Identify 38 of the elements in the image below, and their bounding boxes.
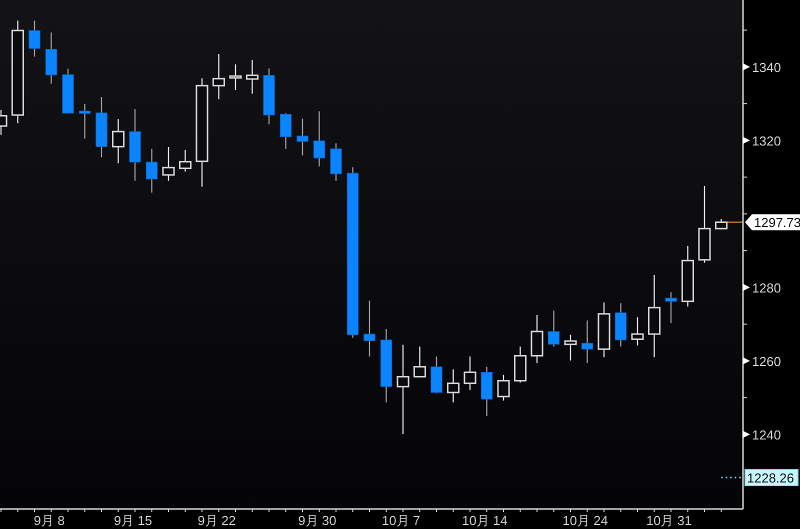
candlestick bbox=[112, 118, 125, 164]
y-tick-label: 1280 bbox=[752, 280, 781, 296]
x-tick-label: 10月 31 bbox=[646, 513, 692, 528]
y-tick-label: 1320 bbox=[752, 133, 781, 148]
candlestick bbox=[364, 300, 376, 358]
x-tick-label: 9月 30 bbox=[298, 513, 336, 528]
candlestick bbox=[146, 148, 158, 194]
candlestick bbox=[396, 344, 410, 435]
candlestick bbox=[665, 292, 677, 324]
candlestick bbox=[78, 103, 91, 140]
x-tick-label: 10月 24 bbox=[562, 513, 608, 528]
candlestick bbox=[28, 20, 40, 58]
x-tick-label: 10月 14 bbox=[462, 513, 508, 528]
y-tick-label: 1340 bbox=[752, 60, 781, 75]
y-tick-label: 1240 bbox=[752, 427, 781, 442]
candlestick bbox=[548, 310, 560, 348]
candlestick bbox=[631, 316, 644, 346]
candlestick bbox=[564, 334, 577, 362]
candlestick bbox=[229, 64, 242, 91]
ref-line-label: 1228.26 bbox=[747, 470, 794, 486]
x-tick-label: 9月 22 bbox=[198, 513, 236, 528]
x-tick-label: 9月 8 bbox=[34, 513, 65, 528]
candlestick bbox=[296, 118, 308, 156]
candlestick bbox=[280, 112, 292, 150]
candlestick bbox=[446, 368, 460, 404]
candlestick bbox=[246, 59, 259, 94]
candlestick bbox=[581, 320, 594, 364]
x-tick-label: 9月 15 bbox=[114, 513, 152, 528]
candlestick bbox=[313, 110, 326, 168]
y-tick-label: 1260 bbox=[752, 354, 781, 369]
candlestick bbox=[464, 356, 476, 391]
candlestick bbox=[497, 374, 510, 402]
candlestick bbox=[413, 346, 426, 378]
candlestick bbox=[714, 218, 728, 230]
x-tick-label: 10月 7 bbox=[382, 513, 420, 528]
candlestick bbox=[212, 53, 226, 100]
candlestick bbox=[162, 146, 175, 182]
candlestick bbox=[178, 149, 192, 172]
